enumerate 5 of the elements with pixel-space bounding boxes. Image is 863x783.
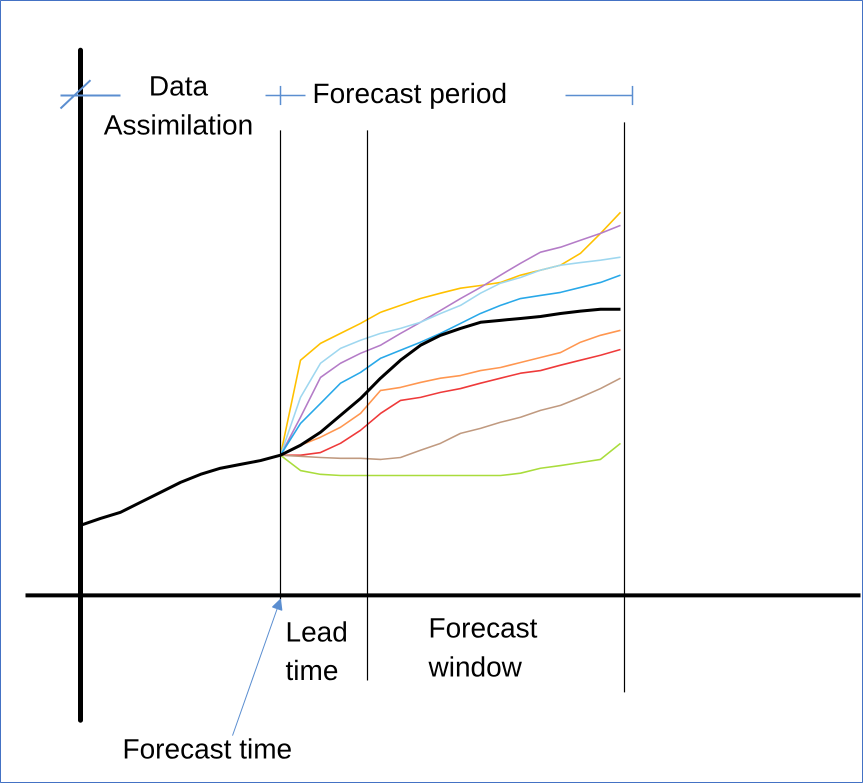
text: Lead time <box>286 616 348 686</box>
text: Data Assimilation <box>104 70 254 140</box>
text: Forecast period <box>312 78 508 110</box>
text: Forecast window <box>428 612 538 682</box>
text: Forecast time <box>122 733 292 764</box>
